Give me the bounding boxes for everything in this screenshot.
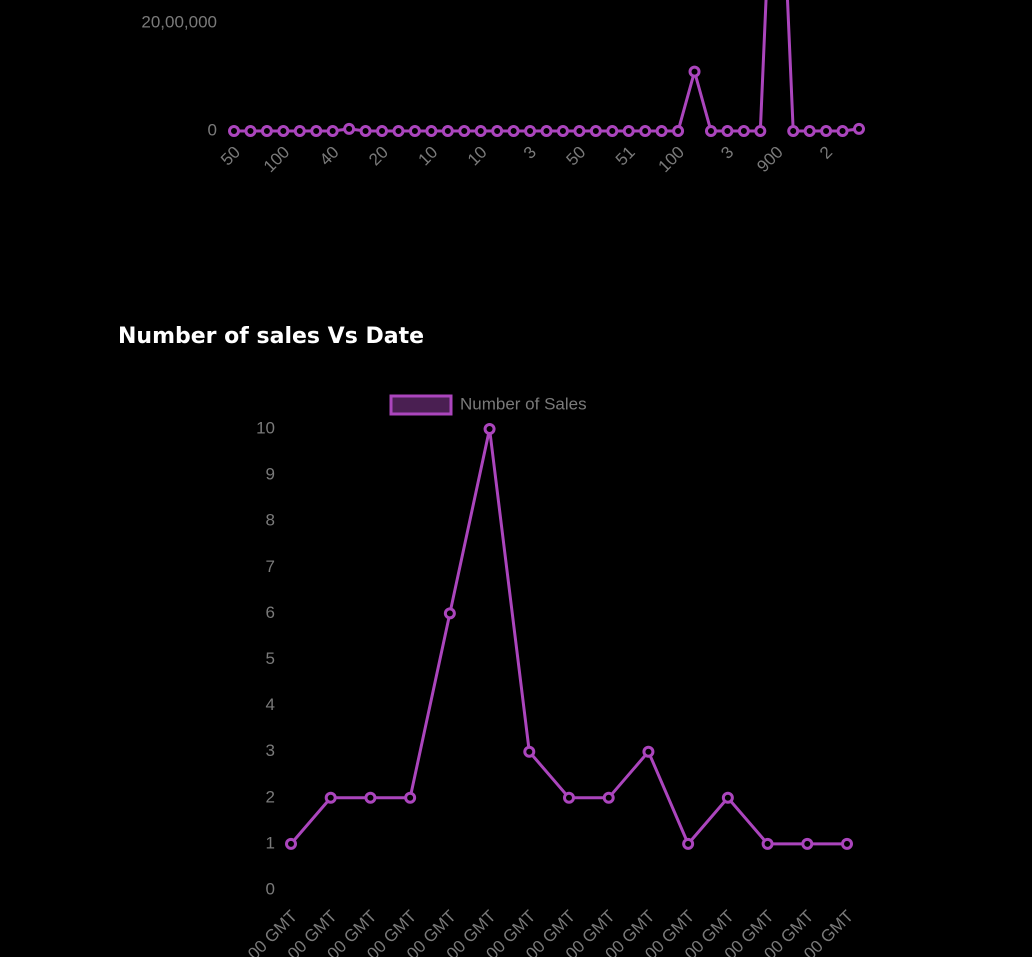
data-point [507,125,520,137]
data-point [602,791,615,804]
data-point [721,125,734,137]
data-point [491,125,504,137]
data-point [682,837,695,850]
data-point [622,125,635,137]
data-point [737,125,750,137]
data-point [556,125,569,137]
legend-swatch [389,394,453,416]
data-point [761,837,774,850]
data-point [392,125,405,137]
y-tick-label: 3 [266,741,275,760]
data-point [642,745,655,758]
data-point [474,125,487,137]
data-point [364,791,377,804]
data-point [523,745,536,758]
data-point [244,125,257,137]
x-tick-label: 50 [563,143,590,170]
data-point [260,125,273,137]
y-tick-label: 4 [266,695,275,714]
series-line [289,428,847,847]
data-point [404,791,417,804]
data-point [326,125,339,137]
y-tick-label: 5 [266,649,275,668]
data-point [293,125,306,137]
data-point [801,837,814,850]
data-point [704,125,717,137]
x-tick-label: 50 [217,143,244,170]
data-point [573,125,586,137]
data-point [803,125,816,137]
x-tick-label: 51 [612,143,639,170]
data-point [376,125,389,137]
y-tick-label: 0 [208,120,217,139]
x-tick-label: 2 [816,143,836,163]
data-point [836,125,849,137]
data-point [359,125,372,137]
data-point [639,125,652,137]
x-tick-label: 10 [464,143,491,170]
data-point [820,125,833,137]
x-tick-label: 3 [520,143,540,163]
y-tick-label: 7 [266,557,275,576]
data-point [228,125,240,137]
x-tick-label: 900 [753,143,786,176]
data-point [458,125,471,137]
series-line [234,0,860,133]
data-point [563,791,575,804]
data-point [483,423,496,435]
data-point [285,837,297,850]
data-point [606,125,619,137]
data-point [841,837,853,850]
data-point [524,125,537,137]
data-point [853,122,865,135]
data-point [441,125,454,137]
data-point [310,125,323,137]
data-point [721,791,734,804]
x-tick-label: 10 [415,143,442,170]
x-tick-label: 20 [365,143,392,170]
data-point [324,791,337,804]
y-tick-label: 1 [266,833,275,852]
data-point [754,125,767,137]
data-point [408,125,421,137]
data-point [540,125,553,137]
y-tick-label: 6 [266,603,275,622]
data-point [443,607,456,620]
data-point [688,65,701,78]
data-point [787,125,800,137]
y-tick-label: 20,00,000 [141,12,217,31]
data-point [589,125,602,137]
chart-title: Number of sales Vs Date [118,324,424,349]
y-tick-label: 8 [266,511,275,530]
y-tick-label: 10 [256,418,275,437]
data-point [672,125,685,137]
y-tick-label: 9 [266,465,275,484]
data-point [277,125,290,137]
x-tick-label: 3 [717,143,737,163]
data-point [655,125,668,137]
data-point [425,125,438,137]
legend-label: Number of Sales [460,394,587,413]
y-tick-label: 0 [266,879,275,898]
y-tick-label: 2 [266,787,275,806]
x-tick-label: 100 [260,143,293,176]
x-tick-label: 40 [316,143,343,170]
x-tick-label: 100 [655,143,688,176]
data-point [343,122,356,135]
